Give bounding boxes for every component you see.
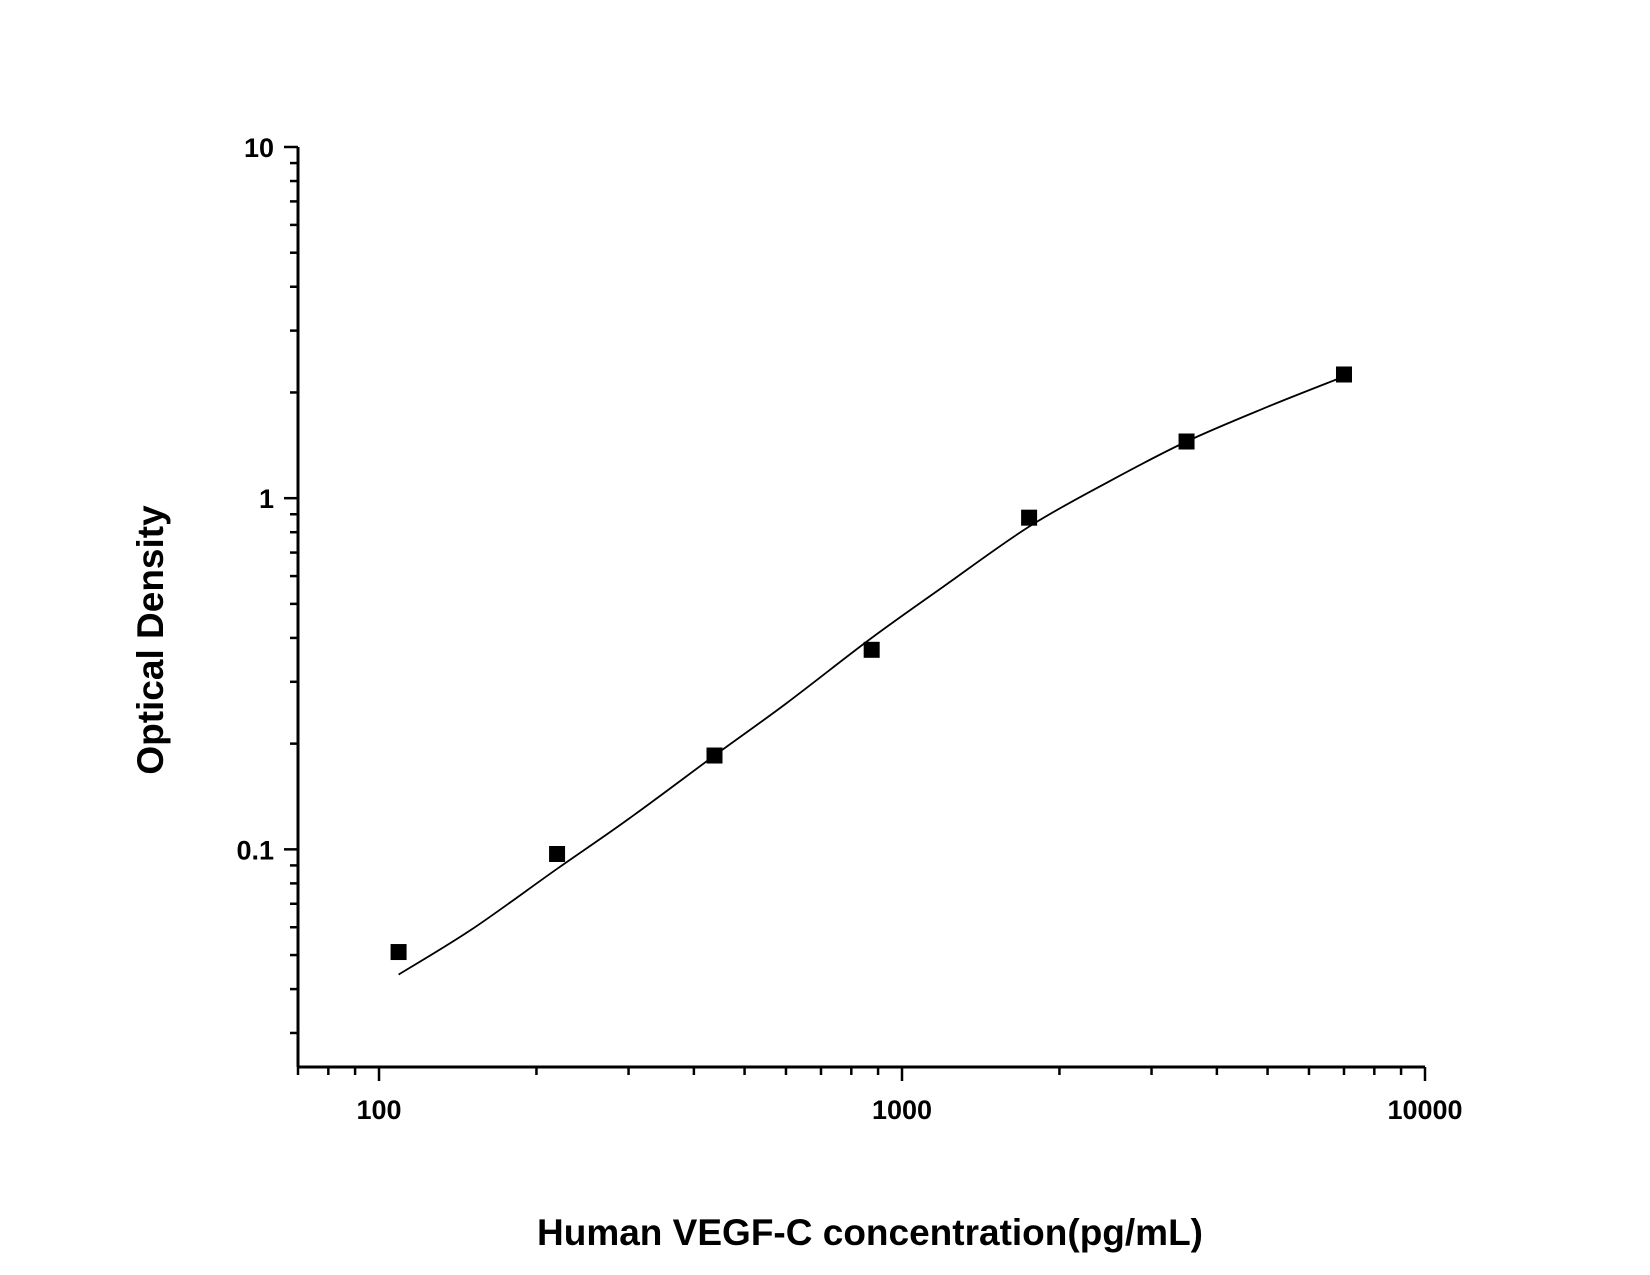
data-point [549, 845, 566, 862]
y-axis-title: Optical Density [130, 505, 171, 775]
x-tick-label: 100 [356, 1095, 401, 1125]
y-tick-label: 0.1 [236, 835, 274, 865]
data-point [390, 944, 407, 961]
fit-curve [398, 375, 1345, 976]
y-axis-ticks [284, 145, 298, 1035]
data-point [1021, 509, 1038, 526]
data-point [1178, 433, 1195, 450]
data-points [390, 366, 1352, 961]
plot-area: 100 1000 10000 0.1 1 10 [236, 133, 1462, 1125]
x-axis-tick-labels: 100 1000 10000 [356, 1095, 1462, 1125]
data-point [1335, 366, 1352, 383]
x-tick-label: 10000 [1387, 1095, 1462, 1125]
x-tick-label: 1000 [872, 1095, 932, 1125]
data-point [706, 747, 723, 764]
y-tick-label: 1 [259, 484, 274, 514]
x-axis-ticks [296, 1067, 1427, 1081]
data-point [863, 641, 880, 658]
x-axis-title: Human VEGF-C concentration(pg/mL) [537, 1212, 1203, 1253]
y-tick-label: 10 [244, 133, 274, 163]
y-axis-tick-labels: 0.1 1 10 [236, 133, 274, 865]
